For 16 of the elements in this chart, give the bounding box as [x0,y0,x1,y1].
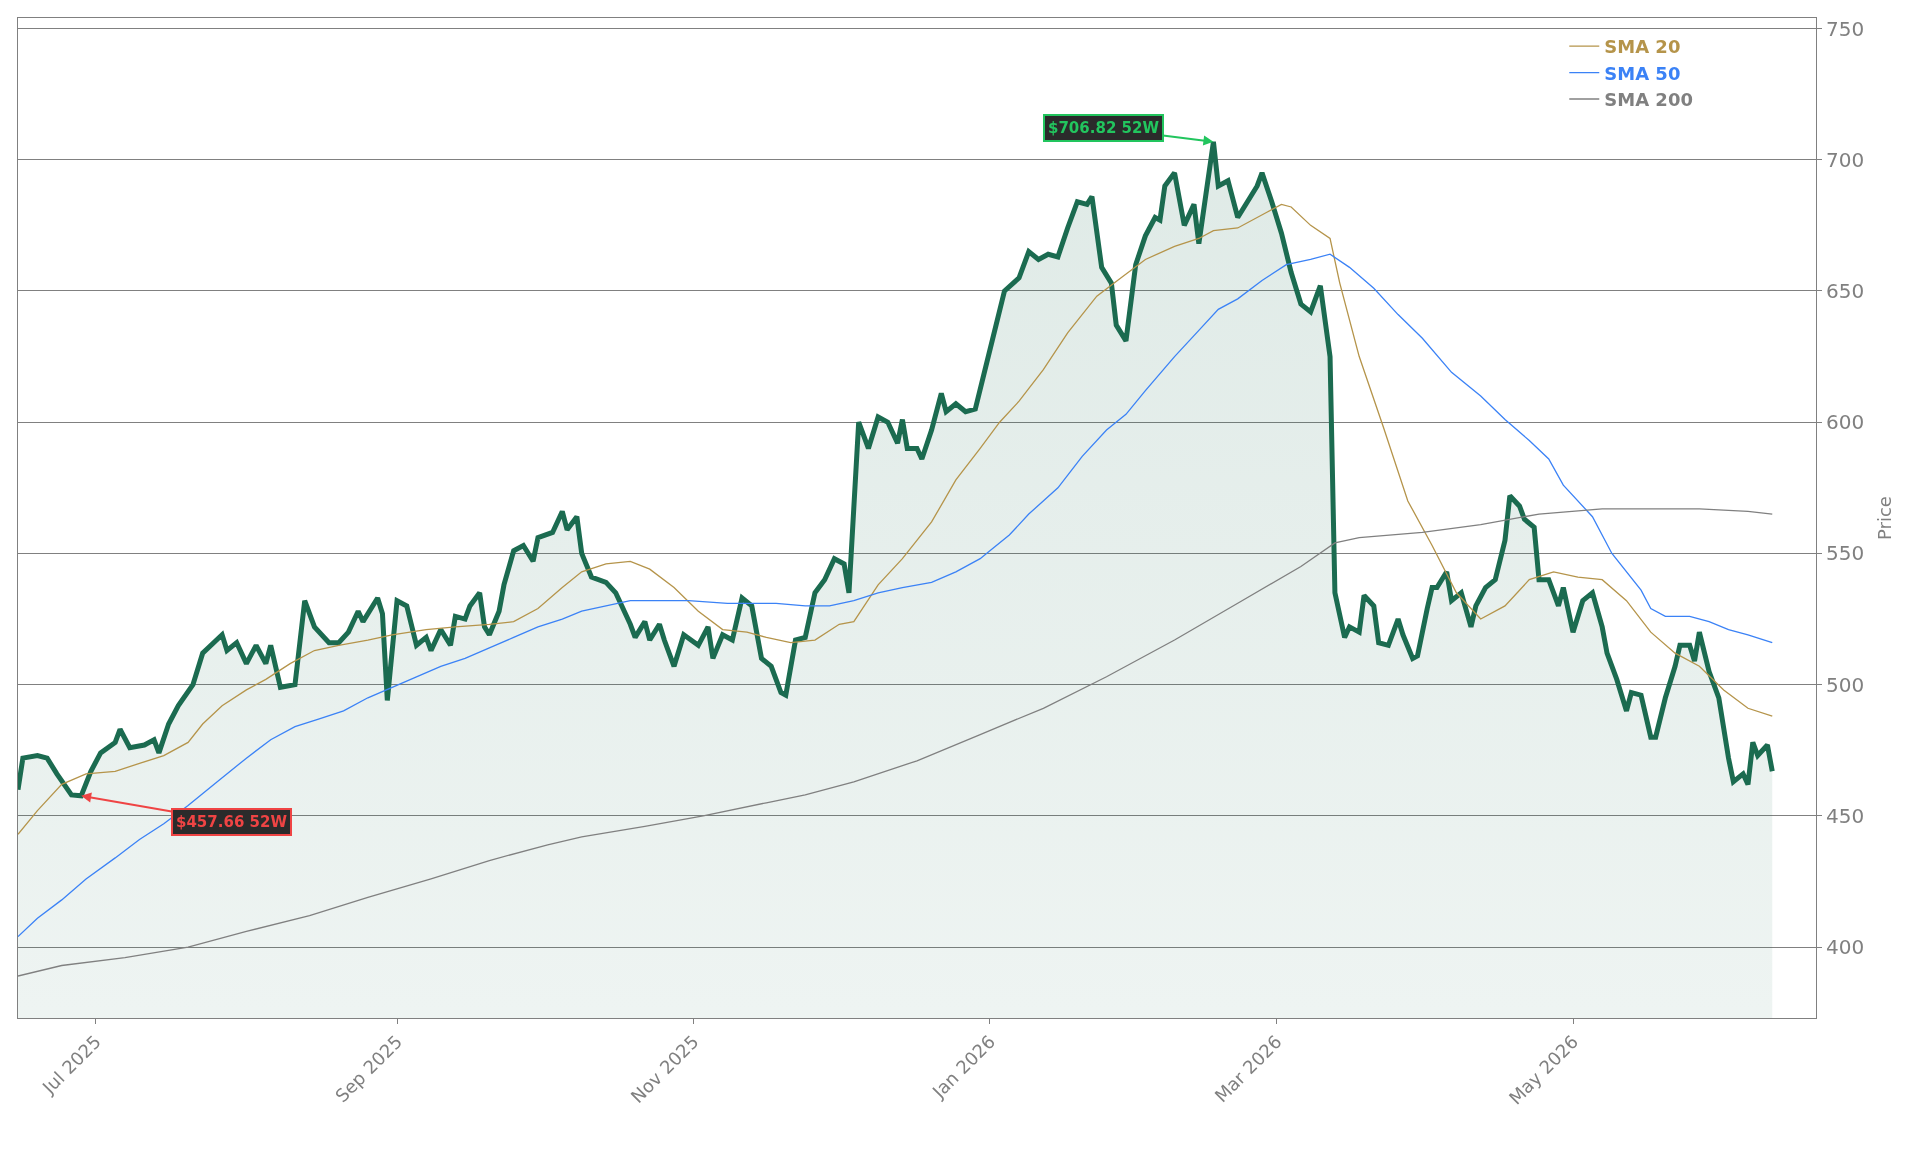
line-series [18,203,1773,835]
annotation: $457.66 52W [176,813,288,831]
y-tick-label: 550 [1826,541,1865,566]
y-tick-label: 600 [1826,410,1865,435]
annotation: $706.82 52W [1048,119,1160,137]
y-axis-title: Price [1874,496,1896,540]
y-tick-label: 400 [1826,935,1865,960]
legend-label: SMA 50 [1604,62,1681,84]
line-series [18,253,1773,938]
y-tick-label: 450 [1826,803,1865,828]
legend-label: SMA 200 [1604,89,1693,111]
y-tick-label: 700 [1826,147,1865,172]
y-tick-label: 650 [1826,278,1865,303]
y-tick-label: 500 [1826,672,1865,697]
legend-label: SMA 20 [1604,36,1681,58]
y-tick-label: 750 [1826,16,1865,41]
